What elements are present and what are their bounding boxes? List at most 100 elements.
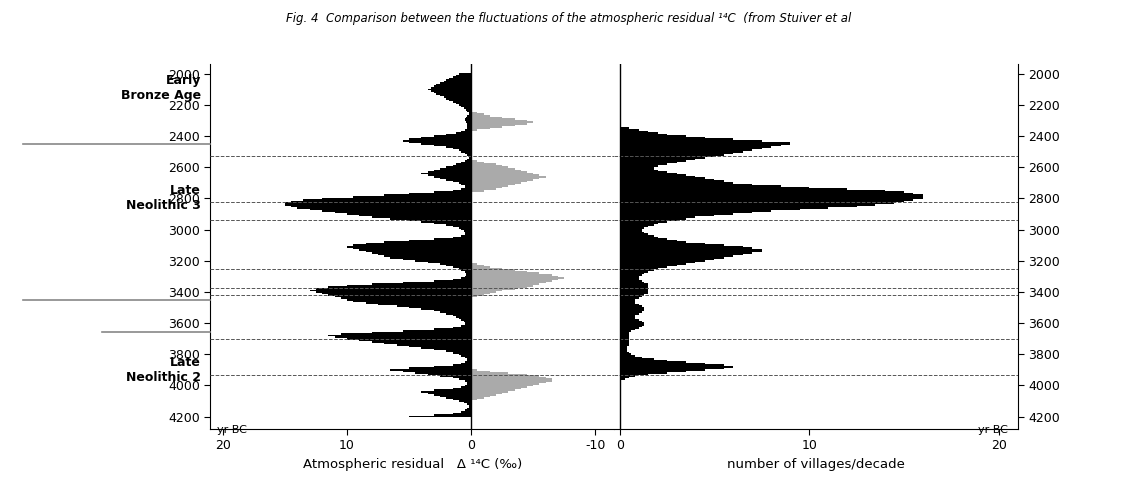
Bar [620,245,724,246]
Bar [471,179,533,181]
Bar [620,208,799,210]
Bar [390,257,471,258]
Bar [620,314,634,316]
Bar [620,377,629,378]
Bar [620,132,657,134]
Bar [471,190,483,191]
Bar [471,291,496,293]
Bar [467,127,471,129]
Bar [620,141,790,143]
Bar [620,130,648,132]
Bar [471,124,515,126]
Bar [437,93,471,95]
Bar [620,197,923,199]
Bar [437,84,471,86]
Bar [466,121,471,123]
Bar [620,191,904,193]
Bar [620,148,762,149]
Bar [422,391,471,392]
Bar [341,297,471,299]
Bar [467,126,471,127]
Bar [453,190,471,191]
Bar [467,403,471,405]
Bar [468,114,471,115]
Bar [316,291,471,293]
Bar [620,154,724,156]
Bar [620,253,742,255]
Bar [620,357,642,358]
Bar [620,207,828,209]
Bar [471,178,539,179]
Bar [471,397,483,399]
Bar [466,272,471,274]
Bar [458,317,471,319]
Bar [434,191,471,193]
Bar [422,308,471,310]
Bar [440,375,471,377]
Bar [620,347,628,349]
Bar [384,343,471,344]
Bar [620,344,629,346]
Bar [620,372,667,374]
Bar [471,165,503,167]
Bar [620,317,634,319]
Bar [620,293,648,294]
Bar [620,307,645,309]
Bar [465,129,471,131]
Bar [620,313,639,314]
Bar [620,364,724,366]
Bar [471,294,483,296]
Bar [468,405,471,407]
Bar [620,129,639,131]
Bar [422,173,471,175]
Bar [449,78,471,79]
Bar [620,178,705,179]
Bar [620,255,733,257]
Bar [620,299,634,301]
Bar [620,138,733,140]
Bar [467,408,471,410]
Bar [434,238,471,240]
Bar [620,260,705,261]
Bar [422,137,471,138]
Bar [434,176,471,178]
Bar [471,163,496,165]
Bar [458,400,471,402]
Bar [467,123,471,124]
Bar [440,168,471,170]
Bar [467,383,471,385]
Bar [471,392,503,394]
Bar [291,205,471,207]
Bar [471,121,533,123]
Bar [471,285,533,287]
Bar [462,411,471,413]
Bar [462,386,471,388]
Bar [462,151,471,153]
Bar [462,269,471,271]
Bar [316,288,471,290]
Text: yr BC: yr BC [216,425,247,435]
Bar [453,226,471,227]
Bar [471,174,539,176]
Bar [465,185,471,187]
Bar [347,213,471,215]
Bar [447,224,471,226]
Bar [620,268,657,269]
Bar [620,167,654,168]
Bar [620,305,642,307]
Bar [620,373,648,375]
Bar [453,314,471,316]
Bar [620,275,639,277]
Bar [471,371,490,372]
Bar [620,371,686,372]
Text: yr BC: yr BC [978,425,1009,435]
Bar [620,237,657,238]
Bar [434,85,471,87]
Bar [464,402,471,403]
Bar [620,311,642,313]
Bar [471,380,551,381]
Bar [384,241,471,243]
Bar [620,304,639,305]
Bar [620,350,628,352]
Bar [620,146,771,148]
